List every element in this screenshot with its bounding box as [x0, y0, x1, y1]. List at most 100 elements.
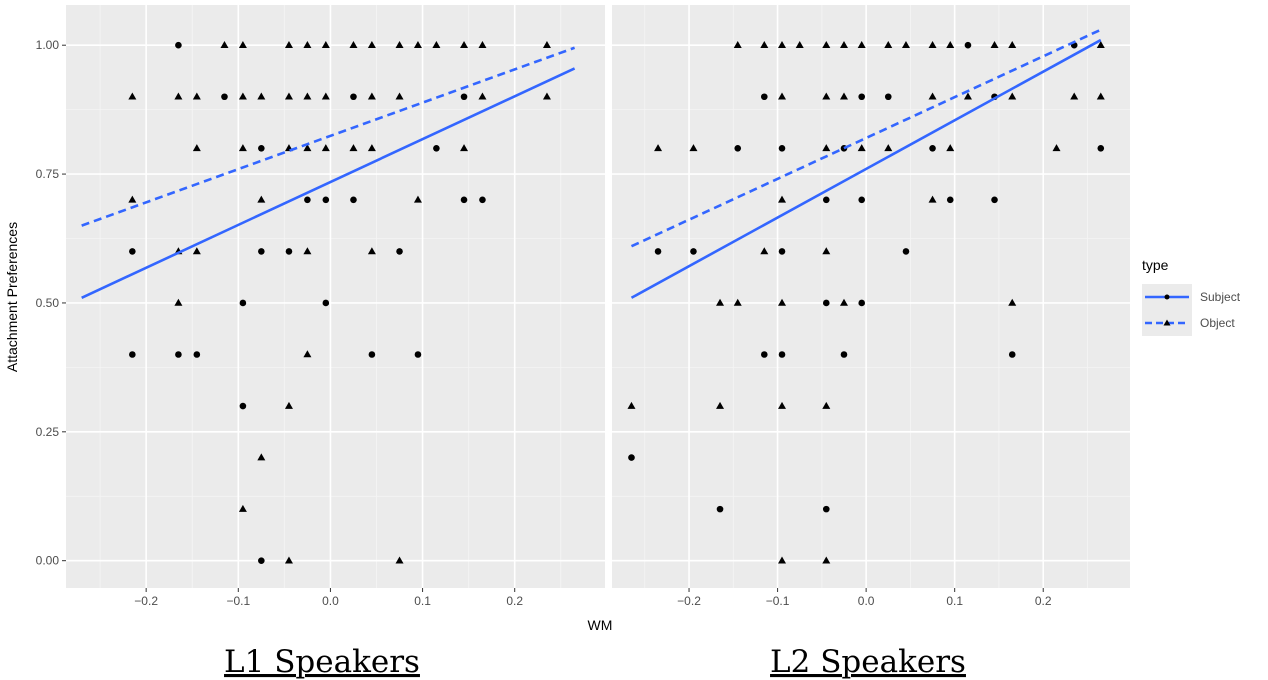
object-point [413, 41, 422, 49]
subject-point [761, 351, 768, 358]
object-point [716, 298, 725, 306]
object-point [303, 247, 312, 255]
object-point [822, 247, 831, 255]
object-point [733, 298, 742, 306]
object-point [928, 195, 937, 203]
x-tick-label: 0.2 [506, 594, 523, 608]
subject-point [778, 351, 786, 358]
x-tick-label: −0.1 [226, 594, 250, 608]
object-point [321, 144, 330, 152]
subject-point [221, 93, 228, 101]
object-point [303, 350, 312, 358]
object-point [257, 92, 266, 100]
object-point [192, 144, 201, 152]
y-tick-label: 0.50 [36, 296, 60, 310]
y-axis-label: Attachment Preferences [4, 222, 20, 372]
subject-point [840, 351, 848, 358]
object-point [321, 92, 330, 100]
object-point [778, 298, 787, 306]
object-point [220, 41, 229, 49]
y-tick-label: 0.25 [36, 425, 60, 439]
x-tick-label: −0.1 [766, 594, 790, 608]
subject-point [239, 299, 247, 307]
object-point [822, 41, 831, 49]
object-point [395, 92, 404, 100]
subject-point [1008, 351, 1016, 358]
y-tick-label: 0.00 [36, 554, 60, 568]
subject-point [350, 196, 357, 204]
panel-title-l1: L1 Speakers [224, 644, 420, 680]
object-fit-line [81, 46, 576, 227]
subject-point [239, 402, 247, 410]
subject-point [716, 505, 724, 513]
subject-point [175, 351, 182, 358]
object-point [689, 144, 698, 152]
legend-subject-point [1164, 294, 1170, 300]
subject-point [460, 93, 468, 101]
object-point [395, 41, 404, 49]
object-point [778, 401, 787, 409]
object-point [238, 92, 247, 100]
object-point [478, 92, 487, 100]
object-point [963, 92, 972, 100]
object-point [1070, 92, 1079, 100]
object-point [1096, 92, 1105, 100]
legend-title: type [1142, 257, 1169, 273]
panel-2: −0.2 −0.1 0.0 0.1 0.2 [612, 5, 1130, 608]
object-point [946, 41, 955, 49]
subject-point [322, 299, 330, 307]
object-point [257, 453, 266, 461]
x-tick-label: 0.2 [1035, 594, 1052, 608]
object-point [349, 41, 358, 49]
subject-point [858, 93, 866, 101]
object-point [822, 401, 831, 409]
subject-point [946, 196, 954, 204]
object-point [760, 41, 769, 49]
object-point [128, 92, 137, 100]
object-fit-line [630, 28, 1102, 248]
legend-label-subject: Subject [1200, 290, 1241, 304]
object-point [857, 41, 866, 49]
object-point [778, 92, 787, 100]
x-tick-label: −0.2 [134, 594, 158, 608]
object-point [284, 401, 293, 409]
subject-point [902, 248, 910, 255]
object-point [174, 298, 183, 306]
object-point [303, 41, 312, 49]
object-point [303, 144, 312, 152]
object-point [460, 41, 469, 49]
object-point [1008, 298, 1017, 306]
object-point [654, 144, 663, 152]
subject-point [322, 196, 330, 204]
object-point [284, 41, 293, 49]
object-point [395, 556, 404, 564]
object-point [716, 401, 725, 409]
panel-1: −0.2 −0.1 0.0 0.1 0.2 0.00 0.25 0.50 0.75 1.00 [36, 5, 605, 608]
subject-point [991, 196, 998, 204]
object-point [822, 92, 831, 100]
subject-point [479, 196, 486, 204]
subject-point [258, 248, 265, 255]
subject-point [858, 196, 866, 204]
object-point [367, 247, 376, 255]
panel-title-l2: L2 Speakers [770, 644, 966, 680]
subject-point [258, 557, 265, 564]
subject-point [822, 299, 830, 307]
x-tick-label: 0.0 [858, 594, 875, 608]
object-point [884, 144, 893, 152]
subject-point [258, 145, 265, 152]
subject-point [396, 248, 403, 255]
object-point [321, 41, 330, 49]
object-point [413, 195, 422, 203]
object-point [542, 92, 551, 100]
object-point [822, 556, 831, 564]
subject-point [285, 248, 293, 255]
subject-point [778, 248, 786, 255]
object-point [284, 92, 293, 100]
subject-point [628, 454, 635, 461]
object-point [1008, 92, 1017, 100]
subject-point [654, 248, 662, 255]
object-point [839, 92, 848, 100]
object-point [238, 504, 247, 512]
subject-point [884, 93, 892, 101]
